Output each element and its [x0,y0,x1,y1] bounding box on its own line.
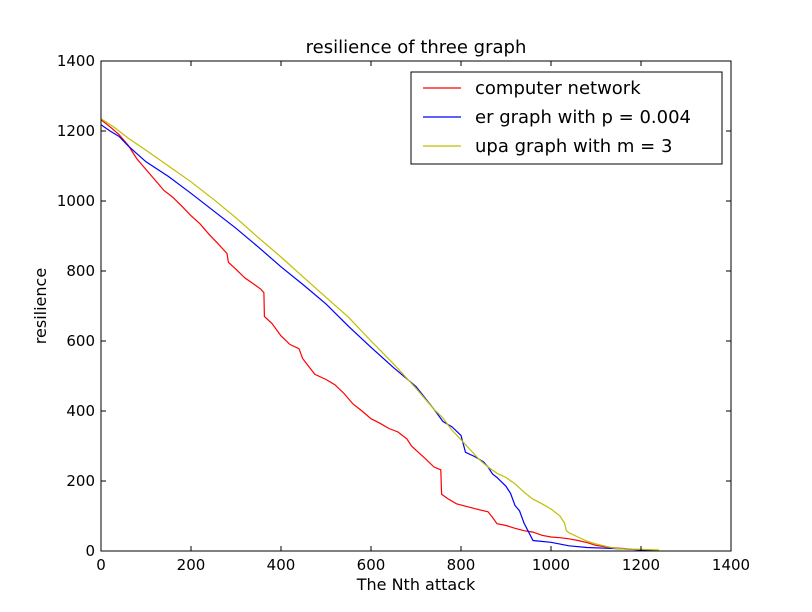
y-tick-label: 200 [66,472,95,490]
x-tick-label: 0 [96,556,106,574]
y-tick-label: 0 [85,542,95,560]
plot-frame [100,60,732,552]
x-tick-label: 1200 [622,556,660,574]
series-line-2 [101,124,660,551]
y-axis-title: resilience [31,268,50,344]
x-tick-label: 200 [177,556,206,574]
y-tick-label: 400 [66,402,95,420]
legend-label-3: upa graph with m = 3 [475,136,672,157]
x-tick-label: 1000 [532,556,570,574]
x-tick-label: 800 [447,556,476,574]
legend-label-1: computer network [475,78,641,99]
plot-area [101,118,660,551]
series-lines [101,118,660,551]
x-tick-label: 600 [357,556,386,574]
x-axis-title: The Nth attack [356,575,476,594]
x-tick-label: 400 [267,556,296,574]
chart-title: resilience of three graph [306,37,527,58]
x-tick-label: 1400 [712,556,750,574]
y-tick-label: 600 [66,332,95,350]
y-tick-label: 1200 [57,122,95,140]
series-line-1 [101,119,660,551]
y-tick-label: 800 [66,262,95,280]
y-tick-label: 1000 [57,192,95,210]
legend-box [410,71,723,165]
series-line-3 [101,118,660,551]
legend-label-2: er graph with p = 0.004 [475,107,691,128]
y-tick-label: 1400 [57,52,95,70]
axes: 0 200 400 600 800 1000 1200 1400 0 200 400 600 800 10… [57,52,750,574]
legend: computer network er graph with p = 0.004 u… [410,71,723,165]
